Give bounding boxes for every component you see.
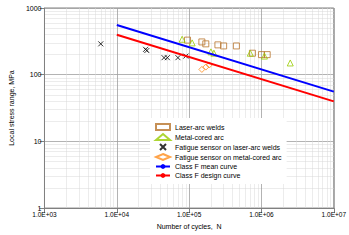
svg-text:1.0E+05: 1.0E+05 (177, 211, 202, 218)
svg-text:Fatigue sensor on metal-cored: Fatigue sensor on metal-cored arc (175, 154, 282, 162)
svg-text:Local stress range, MPa: Local stress range, MPa (8, 70, 16, 146)
svg-text:Laser-arc welds: Laser-arc welds (175, 124, 225, 131)
svg-text:100: 100 (30, 71, 42, 78)
svg-text:1.0E+06: 1.0E+06 (249, 211, 274, 218)
svg-text:Number of cycles, N: Number of cycles, N (157, 223, 222, 231)
svg-text:10: 10 (34, 138, 42, 145)
svg-text:Metal-cored arc: Metal-cored arc (175, 134, 224, 141)
svg-text:Class F design curve: Class F design curve (175, 172, 240, 180)
svg-text:Class F mean curve: Class F mean curve (175, 163, 237, 170)
svg-text:1.0E+07: 1.0E+07 (322, 211, 347, 218)
svg-text:Fatigue sensor on laser-arc we: Fatigue sensor on laser-arc welds (175, 144, 281, 152)
svg-text:1000: 1000 (26, 5, 42, 12)
svg-text:1.0E+03: 1.0E+03 (32, 211, 57, 218)
svg-text:1.0E+04: 1.0E+04 (105, 211, 130, 218)
svg-text:1: 1 (37, 204, 42, 212)
